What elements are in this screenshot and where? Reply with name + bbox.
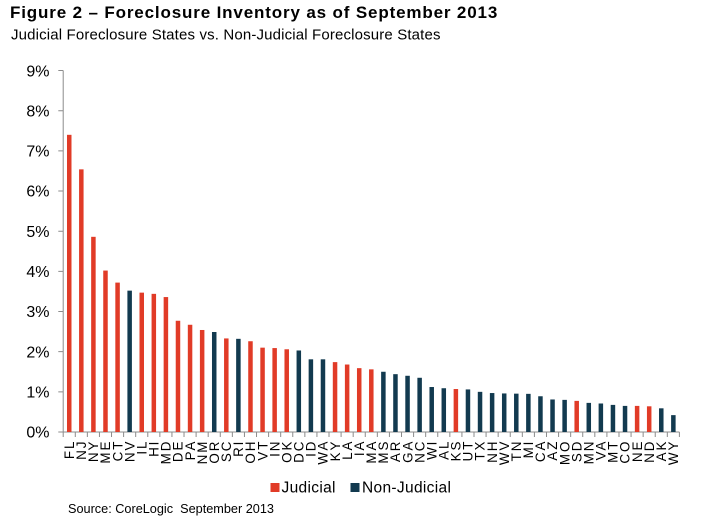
svg-text:IN: IN — [267, 440, 282, 457]
svg-text:WV: WV — [497, 440, 512, 465]
svg-text:NE: NE — [630, 440, 645, 462]
svg-text:CA: CA — [533, 440, 548, 462]
svg-text:MA: MA — [364, 440, 379, 464]
svg-text:WI: WI — [424, 440, 439, 460]
svg-text:TX: TX — [473, 440, 488, 461]
svg-text:AR: AR — [388, 440, 403, 462]
svg-text:PA: PA — [183, 440, 198, 461]
svg-text:CO: CO — [618, 440, 633, 464]
svg-text:6%: 6% — [26, 184, 49, 201]
svg-text:ME: ME — [98, 440, 113, 464]
svg-text:ND: ND — [642, 440, 657, 463]
svg-text:Source: CoreLogic September 2: Source: CoreLogic September 2013 — [68, 502, 274, 516]
svg-text:IA: IA — [352, 440, 367, 456]
svg-text:4%: 4% — [26, 264, 49, 281]
svg-text:OR: OR — [207, 440, 222, 464]
svg-text:2%: 2% — [26, 344, 49, 361]
svg-text:UT: UT — [461, 440, 476, 462]
svg-text:GA: GA — [400, 440, 415, 463]
svg-text:NV: NV — [122, 440, 137, 462]
svg-text:CT: CT — [110, 440, 125, 462]
svg-text:3%: 3% — [26, 304, 49, 321]
svg-text:TN: TN — [509, 440, 524, 462]
svg-text:DE: DE — [171, 440, 186, 462]
svg-text:MO: MO — [557, 440, 572, 465]
svg-text:MD: MD — [159, 440, 174, 465]
svg-text:OH: OH — [243, 440, 258, 464]
svg-text:AZ: AZ — [545, 440, 560, 461]
svg-text:SD: SD — [569, 440, 584, 462]
svg-text:HI: HI — [147, 440, 162, 457]
svg-text:RI: RI — [231, 440, 246, 457]
svg-text:FL: FL — [62, 440, 77, 459]
svg-text:9%: 9% — [26, 63, 49, 80]
svg-text:MS: MS — [376, 440, 391, 464]
svg-text:AK: AK — [654, 440, 669, 462]
svg-text:NC: NC — [412, 440, 427, 463]
svg-text:MI: MI — [521, 440, 536, 459]
svg-text:WA: WA — [316, 440, 331, 465]
svg-text:Judicial Foreclosure States vs: Judicial Foreclosure States vs. Non-Judi… — [11, 27, 441, 44]
svg-text:NH: NH — [485, 440, 500, 463]
svg-text:NY: NY — [86, 440, 101, 462]
svg-text:MN: MN — [581, 440, 596, 465]
svg-text:AL: AL — [436, 440, 451, 460]
svg-text:1%: 1% — [26, 385, 49, 402]
svg-text:0%: 0% — [26, 425, 49, 442]
svg-text:KY: KY — [328, 440, 343, 462]
svg-text:7%: 7% — [26, 144, 49, 161]
svg-text:VA: VA — [594, 440, 609, 461]
svg-text:Figure 2 – Foreclosure Invento: Figure 2 – Foreclosure Inventory as of S… — [10, 3, 498, 22]
svg-text:Non-Judicial: Non-Judicial — [362, 479, 451, 496]
svg-text:LA: LA — [340, 440, 355, 460]
svg-text:NJ: NJ — [74, 440, 89, 460]
svg-text:Judicial: Judicial — [282, 479, 336, 496]
svg-text:SC: SC — [219, 440, 234, 462]
svg-text:OK: OK — [279, 440, 294, 463]
svg-text:NM: NM — [195, 440, 210, 465]
svg-text:WY: WY — [666, 440, 681, 465]
svg-text:DC: DC — [292, 440, 307, 463]
svg-text:8%: 8% — [26, 103, 49, 120]
svg-text:5%: 5% — [26, 224, 49, 241]
svg-text:ID: ID — [304, 440, 319, 457]
svg-text:IL: IL — [134, 440, 149, 455]
svg-text:MT: MT — [606, 440, 621, 463]
svg-text:VT: VT — [255, 440, 270, 461]
svg-text:KS: KS — [449, 440, 464, 462]
